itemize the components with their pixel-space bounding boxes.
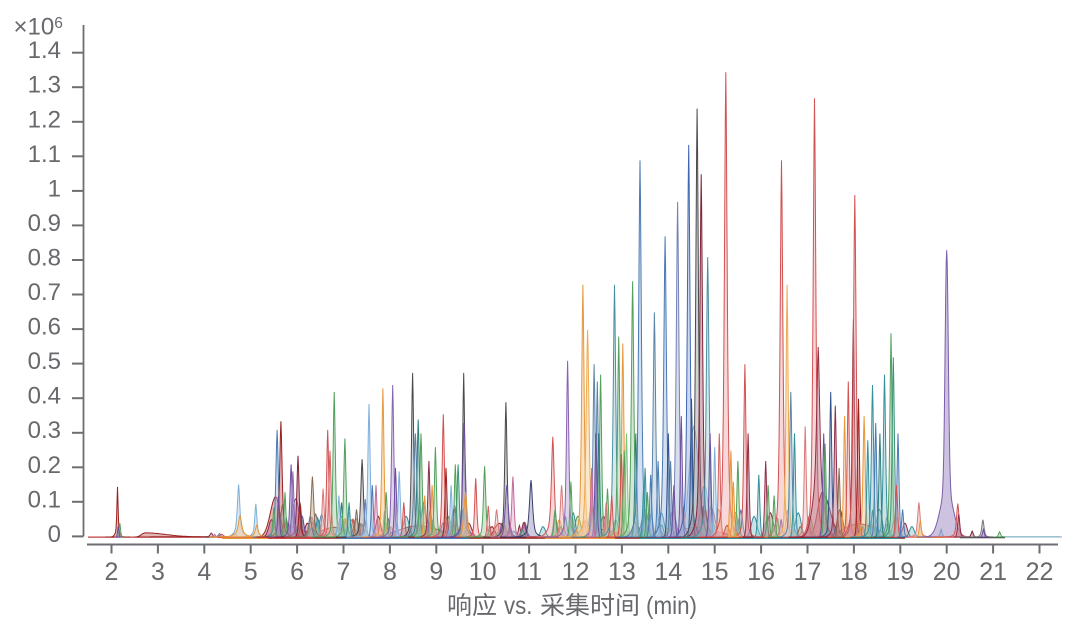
svg-text:(min): (min) — [646, 592, 697, 620]
svg-text:1.4: 1.4 — [28, 37, 61, 64]
svg-text:20: 20 — [933, 558, 961, 586]
svg-text:17: 17 — [794, 558, 822, 586]
svg-text:0.5: 0.5 — [28, 348, 61, 375]
svg-text:4: 4 — [197, 558, 211, 586]
svg-text:0.8: 0.8 — [28, 245, 61, 272]
svg-text:1.1: 1.1 — [28, 141, 61, 168]
svg-text:8: 8 — [383, 558, 397, 586]
svg-text:10: 10 — [469, 558, 497, 586]
svg-text:0.3: 0.3 — [28, 417, 61, 444]
svg-text:18: 18 — [840, 558, 868, 586]
svg-text:14: 14 — [654, 558, 682, 586]
svg-text:13: 13 — [608, 558, 636, 586]
svg-text:12: 12 — [562, 558, 590, 586]
svg-text:7: 7 — [337, 558, 351, 586]
svg-text:2: 2 — [105, 558, 119, 586]
svg-text:6: 6 — [54, 15, 63, 32]
svg-text:0.7: 0.7 — [28, 279, 61, 306]
svg-text:1.3: 1.3 — [28, 72, 61, 99]
svg-text:19: 19 — [886, 558, 914, 586]
svg-text:0.2: 0.2 — [28, 452, 61, 479]
svg-text:0.4: 0.4 — [28, 383, 61, 410]
svg-text:×10: ×10 — [14, 14, 55, 41]
svg-text:16: 16 — [747, 558, 775, 586]
svg-text:0.6: 0.6 — [28, 314, 61, 341]
svg-text:9: 9 — [429, 558, 443, 586]
svg-text:15: 15 — [701, 558, 729, 586]
svg-text:22: 22 — [1026, 558, 1054, 586]
svg-text:0.9: 0.9 — [28, 210, 61, 237]
svg-text:vs.: vs. — [504, 592, 533, 620]
svg-text:3: 3 — [151, 558, 165, 586]
svg-text:6: 6 — [290, 558, 304, 586]
svg-text:11: 11 — [516, 558, 542, 586]
svg-text:1.2: 1.2 — [28, 106, 61, 133]
svg-text:5: 5 — [244, 558, 258, 586]
svg-text:0: 0 — [48, 521, 61, 548]
svg-text:0.1: 0.1 — [28, 486, 61, 513]
svg-text:1: 1 — [48, 175, 61, 202]
svg-text:21: 21 — [979, 558, 1007, 586]
